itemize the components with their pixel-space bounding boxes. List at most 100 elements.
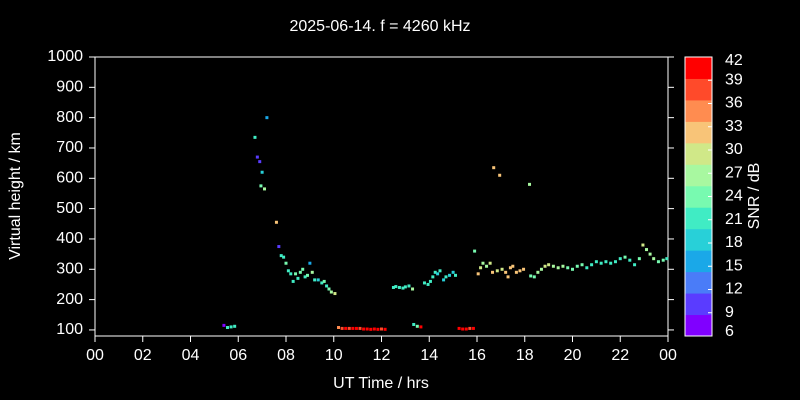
point [511,264,515,268]
point [313,278,317,282]
x-tick-label: 20 [564,347,582,364]
point [411,287,415,291]
point [609,261,613,265]
point [436,272,440,276]
y-tick-label: 700 [56,139,83,156]
colorbar-swatch [685,207,712,230]
colorbar-tick-label: 27 [725,164,743,181]
point [604,260,608,264]
point [528,182,532,186]
x-tick-label: 04 [182,347,200,364]
point [253,135,257,139]
point [504,270,508,274]
point [383,327,387,331]
point [376,327,380,331]
point [403,285,407,289]
point [296,276,300,280]
point [641,243,645,247]
point [397,285,401,289]
point [347,326,351,330]
point [492,166,496,170]
point [277,245,281,249]
colorbar-swatch [685,57,712,79]
point [539,267,543,271]
point [294,272,298,276]
colorbar-swatch [685,99,712,122]
x-tick-label: 12 [373,347,391,364]
x-tick-label: 18 [516,347,534,364]
point [401,286,405,290]
point [320,281,324,285]
point [485,264,489,268]
point [547,263,551,267]
point [412,322,416,326]
colorbar-tick-label: 9 [725,304,734,321]
point [289,272,293,276]
point [652,257,656,261]
point [522,267,526,271]
point [451,270,455,274]
colorbar-swatch [685,293,712,316]
point [618,257,622,261]
point [506,275,510,279]
point [433,270,437,274]
point [369,327,373,331]
point [291,279,295,283]
y-tick-label: 900 [56,79,83,96]
x-tick-label: 16 [468,347,486,364]
plot-frame [94,56,669,337]
point [457,326,461,330]
point [495,269,499,273]
colorbar-tick-label: 42 [725,52,743,69]
point [590,263,594,267]
y-tick-label: 800 [56,109,83,126]
point [284,261,288,265]
colorbar-tick-label: 33 [725,118,743,135]
point [637,257,641,261]
point [316,278,320,282]
point [233,324,237,328]
point [580,263,584,267]
point [303,275,307,279]
point [259,184,263,188]
point [532,275,536,279]
point [661,258,665,262]
colorbar-swatch [685,250,712,273]
point [599,261,603,265]
y-tick-label: 200 [56,291,83,308]
point [551,264,555,268]
point [255,155,259,159]
x-tick-label: 22 [611,347,629,364]
point [351,326,355,330]
point [575,264,579,268]
point [365,327,369,331]
point [454,273,458,277]
x-tick-label: 10 [325,347,343,364]
point [419,325,423,329]
chart-title: 2025-06-14. f = 4260 kHz [289,18,470,35]
point [354,326,358,330]
y-tick-label: 500 [56,200,83,217]
colorbar-tick-label: 12 [725,281,743,298]
point [473,249,477,253]
point [571,267,574,271]
point [380,327,383,331]
colorbar-swatch [685,185,712,208]
x-tick-label: 00 [659,347,677,364]
point [362,327,366,331]
colorbar-tick-label: 6 [725,323,734,340]
point [329,290,333,294]
point [260,170,264,174]
point [325,284,329,288]
colorbar-swatch [685,314,712,337]
point [556,266,560,270]
point [415,324,419,328]
point [358,326,362,330]
x-tick-label: 06 [229,347,247,364]
point [623,255,627,259]
colorbar-tick-label: 21 [725,211,743,228]
point [464,327,468,331]
colorbar-swatch [685,142,712,165]
